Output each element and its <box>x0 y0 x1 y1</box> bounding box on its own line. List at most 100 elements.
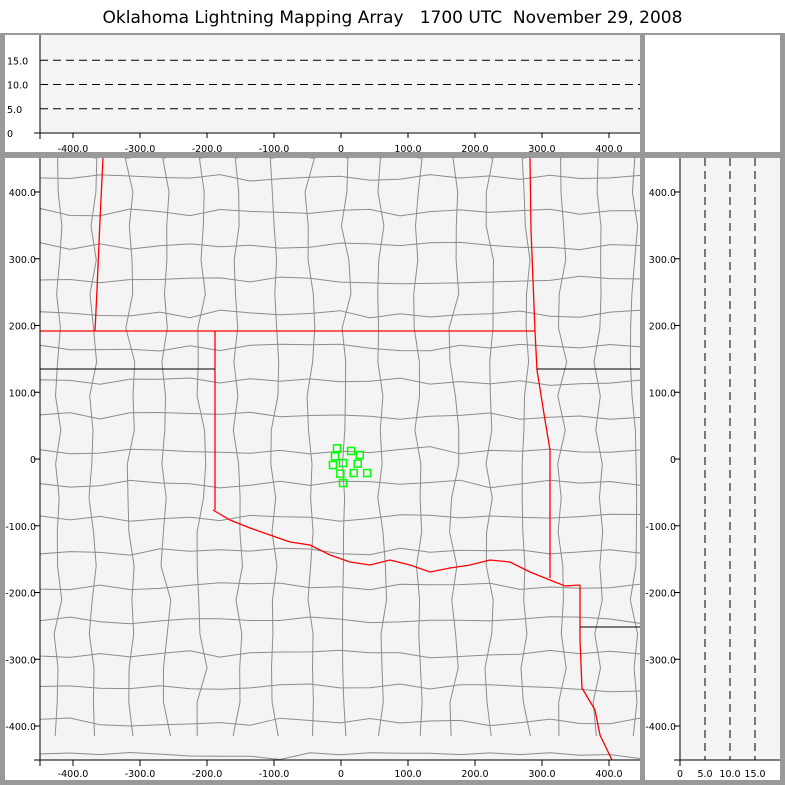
county-line <box>39 446 641 455</box>
county-line <box>39 547 641 556</box>
y-tick-label: 0 <box>30 455 36 466</box>
x-tick-label: 300.0 <box>528 769 555 780</box>
chart-title: Oklahoma Lightning Mapping Array 1700 UT… <box>0 0 785 33</box>
axes: -400.0 -300.0 -200.0 -100.0 0 100.0 200.0 300.0… <box>5 35 780 780</box>
y-tick-label: -300.0 <box>645 655 676 666</box>
y-tick-label: -200.0 <box>645 589 676 600</box>
county-line <box>39 649 641 659</box>
lightning-source-point <box>349 468 358 478</box>
x-tick-label: 400.0 <box>595 144 622 155</box>
county-line <box>39 717 641 727</box>
y-tick-label: 100.0 <box>649 388 676 399</box>
x-tick-label: 5.0 <box>697 769 712 780</box>
lightning-source-point <box>336 469 345 478</box>
y-tick-label: -400.0 <box>645 722 676 733</box>
county-line <box>88 157 98 737</box>
county-line <box>160 157 172 737</box>
county-line <box>39 582 641 591</box>
x-tick-label: 100.0 <box>394 144 421 155</box>
county-line <box>124 157 136 737</box>
y-tick-label: 300.0 <box>9 255 36 266</box>
x-tick-label: -100.0 <box>259 144 290 155</box>
county-line <box>232 157 244 737</box>
county-line <box>304 157 316 737</box>
x-tick-label: 100.0 <box>394 769 421 780</box>
y-tick-label: 100.0 <box>9 388 36 399</box>
lightning-source-point <box>332 444 342 453</box>
lightning-source-point <box>355 450 365 460</box>
state-border <box>94 157 104 332</box>
state-border <box>212 509 581 587</box>
county-line <box>39 343 641 352</box>
county-line <box>592 157 604 737</box>
y-tick-label: 400.0 <box>649 188 676 199</box>
x-tick-label: 0 <box>338 144 344 155</box>
county-line <box>39 683 641 693</box>
county-line <box>557 157 568 737</box>
x-tick-label: -200.0 <box>192 144 223 155</box>
x-tick-label: 10.0 <box>719 769 740 780</box>
lightning-source-point <box>338 478 348 488</box>
x-tick-label: -300.0 <box>125 144 156 155</box>
x-tick-label: 0 <box>338 769 344 780</box>
county-line <box>39 411 641 420</box>
x-tick-label: -400.0 <box>58 769 89 780</box>
county-line <box>39 207 640 217</box>
x-tick-label: 200.0 <box>461 144 488 155</box>
x-tick-label: 200.0 <box>461 769 488 780</box>
y-tick-label: 400.0 <box>9 188 36 199</box>
county-line <box>629 157 639 737</box>
county-line <box>196 157 208 737</box>
county-line <box>39 479 641 489</box>
lightning-source-point <box>328 460 338 470</box>
y-tick-label: 0 <box>670 455 676 466</box>
y-tick-label: 15.0 <box>7 56 28 67</box>
county-line <box>269 157 280 737</box>
county-line <box>39 241 641 251</box>
lightning-source-point <box>338 458 348 468</box>
county-line <box>39 275 641 285</box>
county-line <box>448 157 460 737</box>
lightning-sources <box>328 444 372 488</box>
x-tick-label: 300.0 <box>528 144 555 155</box>
x-tick-label: 400.0 <box>595 769 622 780</box>
lightning-source-point <box>362 468 372 478</box>
county-line <box>520 157 531 737</box>
county-line <box>53 157 63 737</box>
x-tick-label: -400.0 <box>58 144 89 155</box>
x-tick-label: -100.0 <box>259 769 290 780</box>
y-tick-label: -400.0 <box>5 722 36 733</box>
y-tick-label: -300.0 <box>5 655 36 666</box>
y-tick-label: -100.0 <box>645 522 676 533</box>
corner-panel <box>645 35 780 152</box>
y-tick-label: 10.0 <box>7 81 28 92</box>
y-tick-label: 200.0 <box>9 322 36 333</box>
county-line <box>340 157 352 737</box>
county-line <box>484 157 495 737</box>
county-borders <box>39 157 641 761</box>
x-tick-label: 0 <box>677 769 683 780</box>
state-border <box>579 585 613 761</box>
y-tick-label: -100.0 <box>5 522 36 533</box>
lightning-source-point <box>330 452 340 461</box>
county-line <box>39 751 641 761</box>
lightning-source-point <box>346 446 356 456</box>
x-tick-label: -200.0 <box>192 769 223 780</box>
county-line <box>377 157 388 737</box>
county-line <box>39 616 641 625</box>
state-borders <box>40 157 640 761</box>
county-line <box>39 377 641 386</box>
y-tick-label: 200.0 <box>649 322 676 333</box>
state-border <box>529 157 551 578</box>
county-line <box>39 174 641 182</box>
y-tick-label: 300.0 <box>649 255 676 266</box>
county-line <box>39 309 641 319</box>
lightning-source-point <box>353 459 362 468</box>
county-line <box>39 513 641 522</box>
y-tick-label: 5.0 <box>7 105 22 116</box>
x-tick-label: 15.0 <box>744 769 765 780</box>
y-tick-label: 0 <box>7 129 13 140</box>
y-tick-label: -200.0 <box>5 589 36 600</box>
county-line <box>413 157 423 737</box>
